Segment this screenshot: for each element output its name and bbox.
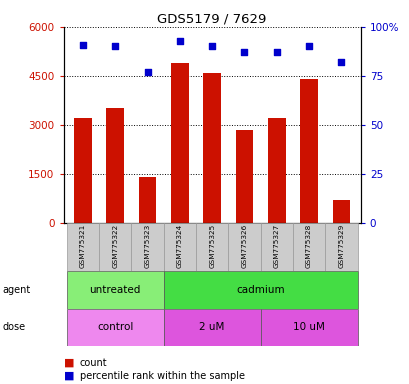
Title: GDS5179 / 7629: GDS5179 / 7629 bbox=[157, 13, 266, 26]
Bar bbox=[228, 223, 260, 271]
Text: GSM775321: GSM775321 bbox=[80, 223, 86, 268]
Point bbox=[273, 49, 279, 55]
Text: control: control bbox=[97, 322, 133, 333]
Bar bbox=[74, 118, 92, 223]
Text: ■: ■ bbox=[63, 358, 74, 368]
Bar bbox=[260, 309, 357, 346]
Text: cadmium: cadmium bbox=[236, 285, 284, 295]
Point bbox=[176, 38, 183, 44]
Text: GSM775326: GSM775326 bbox=[241, 223, 247, 268]
Text: agent: agent bbox=[2, 285, 30, 295]
Text: percentile rank within the sample: percentile rank within the sample bbox=[80, 371, 244, 381]
Text: GSM775327: GSM775327 bbox=[273, 223, 279, 268]
Bar bbox=[332, 200, 349, 223]
Bar bbox=[235, 130, 253, 223]
Text: count: count bbox=[80, 358, 107, 368]
Bar bbox=[203, 73, 220, 223]
Point bbox=[79, 41, 86, 48]
Text: untreated: untreated bbox=[89, 285, 141, 295]
Point bbox=[337, 59, 344, 65]
Point bbox=[305, 43, 312, 50]
Bar bbox=[163, 223, 196, 271]
Point bbox=[112, 43, 118, 50]
Bar bbox=[67, 223, 99, 271]
Bar bbox=[138, 177, 156, 223]
Text: ■: ■ bbox=[63, 371, 74, 381]
Bar bbox=[260, 223, 292, 271]
Bar bbox=[163, 271, 357, 309]
Text: GSM775322: GSM775322 bbox=[112, 223, 118, 268]
Bar bbox=[267, 118, 285, 223]
Bar bbox=[324, 223, 357, 271]
Bar bbox=[292, 223, 324, 271]
Text: GSM775323: GSM775323 bbox=[144, 223, 150, 268]
Bar bbox=[196, 223, 228, 271]
Bar bbox=[99, 223, 131, 271]
Text: GSM775329: GSM775329 bbox=[337, 223, 344, 268]
Text: 10 uM: 10 uM bbox=[292, 322, 324, 333]
Bar bbox=[67, 309, 163, 346]
Text: 2 uM: 2 uM bbox=[199, 322, 224, 333]
Point bbox=[240, 49, 247, 55]
Point bbox=[144, 69, 151, 75]
Bar bbox=[171, 63, 188, 223]
Bar bbox=[131, 223, 163, 271]
Bar bbox=[163, 309, 260, 346]
Bar bbox=[106, 109, 124, 223]
Text: GSM775324: GSM775324 bbox=[176, 223, 182, 268]
Text: GSM775328: GSM775328 bbox=[306, 223, 311, 268]
Text: dose: dose bbox=[2, 322, 25, 333]
Point bbox=[208, 43, 215, 50]
Bar bbox=[67, 271, 163, 309]
Bar bbox=[299, 79, 317, 223]
Text: GSM775325: GSM775325 bbox=[209, 223, 215, 268]
